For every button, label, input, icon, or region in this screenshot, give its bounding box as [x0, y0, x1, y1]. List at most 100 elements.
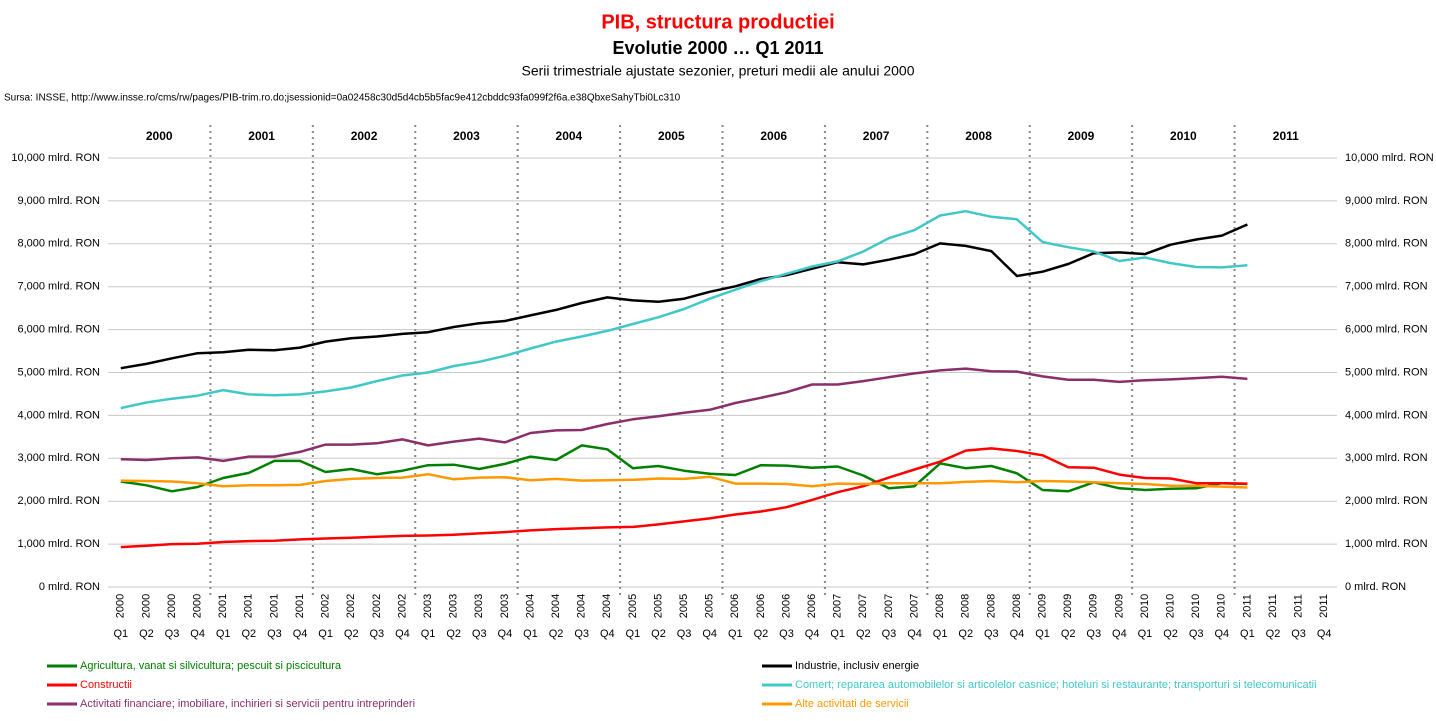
y-tick-label: 7,000 mlrd. RON — [17, 281, 100, 293]
x-tick-year: 2009 — [1036, 594, 1048, 618]
year-band-label: 2009 — [1068, 129, 1095, 143]
y-tick-label: 6,000 mlrd. RON — [17, 324, 100, 336]
x-tick-year: 2000 — [192, 594, 204, 618]
x-tick-year: 2007 — [857, 594, 869, 618]
legend-label: Agricultura, vanat si silvicultura; pesc… — [80, 660, 342, 672]
x-tick-quarter: Q2 — [1163, 628, 1178, 640]
x-tick-year: 2007 — [832, 594, 844, 618]
x-tick-year: 2002 — [396, 594, 408, 618]
x-tick-quarter: Q4 — [907, 628, 922, 640]
series-line — [120, 444, 1248, 493]
series-line — [120, 472, 1248, 489]
x-tick-quarter: Q3 — [677, 628, 692, 640]
x-tick-quarter: Q1 — [933, 628, 948, 640]
y-tick-label: 5,000 mlrd. RON — [17, 366, 100, 378]
x-tick-year: 2003 — [499, 594, 511, 618]
year-band-label: 2004 — [556, 129, 583, 143]
x-tick-quarter: Q3 — [574, 628, 589, 640]
x-tick-quarter: Q3 — [984, 628, 999, 640]
x-tick-quarter: Q2 — [549, 628, 564, 640]
x-tick-year: 2003 — [448, 594, 460, 618]
year-band-label: 2010 — [1170, 129, 1197, 143]
year-band-label: 2006 — [760, 129, 787, 143]
y-tick-label-right: 5,000 mlrd. RON — [1345, 366, 1428, 378]
source: Sursa: INSSE, http://www.insse.ro/cms/rw… — [4, 93, 681, 104]
x-tick-quarter: Q1 — [1035, 628, 1050, 640]
x-tick-quarter: Q2 — [344, 628, 359, 640]
x-tick-year: 2008 — [1011, 594, 1023, 618]
y-tick-label-right: 2,000 mlrd. RON — [1345, 495, 1428, 507]
x-tick-quarter: Q2 — [958, 628, 973, 640]
x-tick-year: 2001 — [294, 594, 306, 618]
y-tick-label-right: 10,000 mlrd. RON — [1345, 152, 1434, 164]
legend-label: Constructii — [80, 679, 132, 691]
x-tick-year: 2009 — [1062, 594, 1074, 618]
x-tick-year: 2003 — [422, 594, 434, 618]
chart-subtitle: Evolutie 2000 … Q1 2011 — [612, 38, 823, 58]
x-tick-year: 2006 — [755, 594, 767, 618]
year-band-label: 2007 — [863, 129, 890, 143]
series-line — [120, 367, 1248, 463]
x-tick-year: 2000 — [140, 594, 152, 618]
y-tick-label: 10,000 mlrd. RON — [11, 152, 100, 164]
x-tick-quarter: Q3 — [1189, 628, 1204, 640]
x-tick-year: 2010 — [1139, 594, 1151, 618]
x-tick-quarter: Q4 — [1317, 628, 1332, 640]
y-tick-label: 1,000 mlrd. RON — [17, 538, 100, 550]
series-line — [120, 223, 1248, 370]
x-tick-quarter: Q4 — [498, 628, 513, 640]
y-tick-label: 2,000 mlrd. RON — [17, 495, 100, 507]
y-tick-label-right: 6,000 mlrd. RON — [1345, 324, 1428, 336]
x-tick-year: 2006 — [806, 594, 818, 618]
y-tick-label-right: 3,000 mlrd. RON — [1345, 452, 1428, 464]
x-tick-year: 2007 — [908, 594, 920, 618]
x-tick-year: 2004 — [550, 594, 562, 618]
x-tick-year: 2010 — [1216, 594, 1228, 618]
x-tick-quarter: Q2 — [139, 628, 154, 640]
year-band-label: 2001 — [248, 129, 275, 143]
x-tick-quarter: Q3 — [882, 628, 897, 640]
legend-label: Alte activitati de servicii — [795, 698, 909, 710]
x-tick-year: 2008 — [985, 594, 997, 618]
y-tick-label: 4,000 mlrd. RON — [17, 409, 100, 421]
y-tick-label-right: 1,000 mlrd. RON — [1345, 538, 1428, 550]
x-tick-quarter: Q1 — [728, 628, 743, 640]
x-tick-quarter: Q4 — [600, 628, 615, 640]
x-tick-quarter: Q4 — [805, 628, 820, 640]
y-tick-label: 0 mlrd. RON — [39, 581, 100, 593]
x-tick-year: 2008 — [960, 594, 972, 618]
x-tick-year: 2000 — [115, 594, 127, 618]
x-tick-quarter: Q1 — [421, 628, 436, 640]
x-tick-quarter: Q1 — [523, 628, 538, 640]
y-tick-label: 3,000 mlrd. RON — [17, 452, 100, 464]
x-tick-quarter: Q3 — [779, 628, 794, 640]
legend-label: Activitati financiare; imobiliare, inchi… — [80, 698, 415, 710]
x-tick-year: 2011 — [1293, 594, 1305, 618]
x-tick-year: 2004 — [601, 594, 613, 618]
x-tick-year: 2004 — [576, 594, 588, 618]
year-band-label: 2000 — [146, 129, 173, 143]
y-tick-label-right: 7,000 mlrd. RON — [1345, 281, 1428, 293]
year-band-label: 2008 — [965, 129, 992, 143]
x-tick-quarter: Q1 — [830, 628, 845, 640]
x-tick-year: 2002 — [345, 594, 357, 618]
x-tick-year: 2011 — [1318, 594, 1330, 618]
series-line — [120, 447, 1248, 549]
x-tick-year: 2010 — [1164, 594, 1176, 618]
chart-subtitle2: Serii trimestriale ajustate sezonier, pr… — [522, 63, 915, 79]
x-tick-year: 2001 — [268, 594, 280, 618]
x-tick-year: 2002 — [320, 594, 332, 618]
legend-label: Comert; repararea automobilelor si artic… — [795, 679, 1317, 691]
x-tick-year: 2004 — [524, 594, 536, 618]
x-tick-quarter: Q2 — [754, 628, 769, 640]
x-tick-year: 2005 — [627, 594, 639, 618]
x-tick-quarter: Q2 — [241, 628, 256, 640]
x-tick-quarter: Q2 — [856, 628, 871, 640]
x-tick-year: 2006 — [780, 594, 792, 618]
chart-title: PIB, structura productiei — [601, 11, 834, 33]
x-tick-quarter: Q1 — [1138, 628, 1153, 640]
x-tick-quarter: Q4 — [1010, 628, 1025, 640]
x-tick-quarter: Q3 — [1086, 628, 1101, 640]
x-tick-quarter: Q3 — [267, 628, 282, 640]
